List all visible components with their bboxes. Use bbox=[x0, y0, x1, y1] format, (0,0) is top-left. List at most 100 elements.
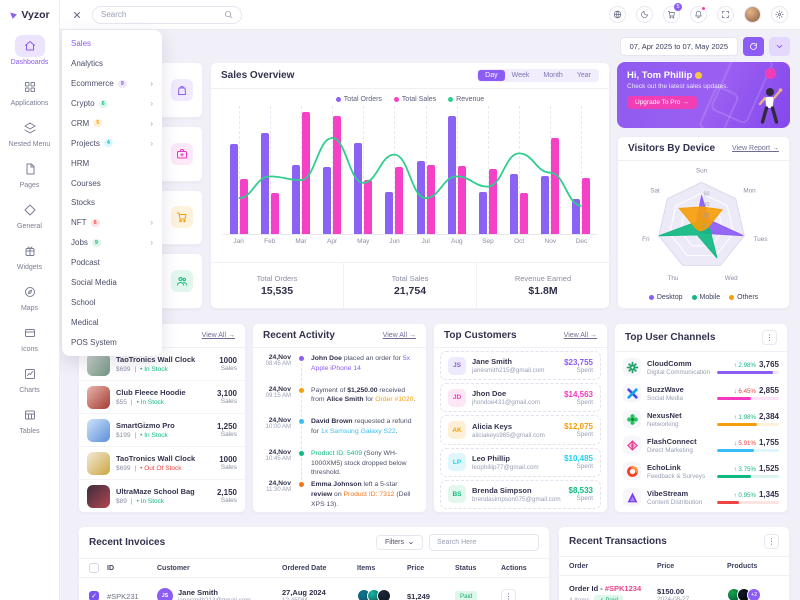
product-price: $55 bbox=[116, 399, 127, 406]
flyout-item-podcast[interactable]: Podcast bbox=[62, 253, 162, 273]
flyout-item-projects[interactable]: Projects 4 › bbox=[62, 133, 162, 153]
menu-close-icon[interactable] bbox=[72, 10, 82, 20]
sidebar-item-pages[interactable]: Pages bbox=[2, 153, 58, 194]
product-row: SmartGizmo Pro $199 | • In Stock 1,250 Sales bbox=[79, 414, 245, 447]
tab-year[interactable]: Year bbox=[570, 70, 598, 81]
search-icon bbox=[224, 10, 233, 19]
visitors-title: Visitors By Device bbox=[628, 143, 716, 154]
vibestream-logo-icon bbox=[623, 488, 641, 506]
select-all-checkbox[interactable] bbox=[89, 563, 99, 573]
flyout-item-crypto[interactable]: Crypto 6 › bbox=[62, 94, 162, 114]
x-tick: Sep bbox=[482, 238, 494, 245]
sidebar-item-icons[interactable]: Icons bbox=[2, 317, 58, 358]
sidebar-item-charts[interactable]: Charts bbox=[2, 358, 58, 399]
bar-total-orders bbox=[229, 144, 238, 234]
x-tick: Jun bbox=[389, 238, 400, 245]
flyout-item-pos-system[interactable]: POS System bbox=[62, 332, 162, 352]
language-globe-button[interactable] bbox=[609, 6, 626, 23]
invoice-col-header: Ordered Date bbox=[282, 564, 327, 572]
product-sales-label: Sales bbox=[220, 365, 237, 372]
map-icon bbox=[24, 286, 36, 298]
sidebar-item-applications[interactable]: Applications bbox=[2, 71, 58, 112]
legend-item: Revenue bbox=[448, 96, 484, 103]
invoice-col-header: ID bbox=[107, 564, 114, 572]
flyout-item-jobs[interactable]: Jobs 9 › bbox=[62, 233, 162, 253]
sidebar-item-maps[interactable]: Maps bbox=[2, 276, 58, 317]
sidebar-item-tables[interactable]: Tables bbox=[2, 399, 58, 440]
fullscreen-button[interactable] bbox=[717, 6, 734, 23]
kebab-menu-button[interactable]: ⋮ bbox=[762, 330, 777, 345]
view-all-link[interactable]: View All → bbox=[201, 332, 235, 339]
invoice-table-body: ✓ #SPK231 JS Jane Smithjanesmith213@gmail.c… bbox=[79, 578, 549, 600]
user-avatar[interactable] bbox=[744, 6, 761, 23]
sales-overview-card: Sales Overview Day Week Month Year Total Or… bbox=[210, 62, 610, 309]
view-report-link[interactable]: View Report → bbox=[732, 145, 779, 152]
view-all-link[interactable]: View All → bbox=[382, 332, 416, 339]
refresh-button[interactable] bbox=[743, 36, 764, 56]
activity-text: John Doe placed an order for 5x Apple iP… bbox=[311, 355, 410, 372]
customer-row: JS Jane Smith janesmith215@gmail.com $23,75… bbox=[440, 351, 601, 381]
flyout-item-medical[interactable]: Medical bbox=[62, 312, 162, 332]
bar-group bbox=[285, 106, 316, 234]
tab-week[interactable]: Week bbox=[505, 70, 537, 81]
main: 07, Apr 2025 to 07, May 2025 Sales Overv… bbox=[60, 30, 800, 600]
brand-name: Vyzor bbox=[21, 9, 50, 21]
flyout-item-analytics[interactable]: Analytics bbox=[62, 54, 162, 74]
flyout-item-sales[interactable]: Sales bbox=[62, 34, 162, 54]
flyout-item-crm[interactable]: CRM 5 › bbox=[62, 114, 162, 134]
transaction-order-id: #SPK1234 bbox=[604, 584, 642, 593]
invoice-col-header: Items bbox=[357, 564, 376, 572]
dark-mode-button[interactable] bbox=[636, 6, 653, 23]
kebab-menu-button[interactable]: ⋮ bbox=[764, 534, 779, 549]
promo-circle bbox=[765, 68, 776, 79]
flyout-item-stocks[interactable]: Stocks bbox=[62, 193, 162, 213]
flyout-item-ecommerce[interactable]: Ecommerce 9 › bbox=[62, 74, 162, 94]
flyout-item-label: Stocks bbox=[71, 198, 96, 208]
notifications-bell-button[interactable] bbox=[690, 6, 707, 23]
search-input[interactable] bbox=[101, 10, 218, 19]
x-tick: Feb bbox=[264, 238, 276, 245]
customer-name: Jane Smith bbox=[472, 357, 513, 367]
invoice-col-header: Customer bbox=[157, 564, 190, 572]
transactions-table-header: Order Price Products bbox=[559, 556, 789, 576]
svg-text:Thu: Thu bbox=[667, 275, 678, 282]
activity-time: 11:30 AM bbox=[266, 487, 291, 494]
flyout-item-nft[interactable]: NFT 6 › bbox=[62, 213, 162, 233]
channel-category: Networking bbox=[647, 420, 679, 428]
sidebar-item-general[interactable]: General bbox=[2, 194, 58, 235]
filters-button[interactable]: Filters bbox=[375, 535, 423, 550]
tab-month[interactable]: Month bbox=[536, 70, 569, 81]
flyout-item-courses[interactable]: Courses bbox=[62, 173, 162, 193]
customer-row: LP Leo Phillip leophillip77@gmail.com $10,4… bbox=[440, 447, 601, 477]
flyout-item-hrm[interactable]: HRM bbox=[62, 153, 162, 173]
search-box[interactable] bbox=[92, 5, 242, 24]
product-price: $699 bbox=[116, 366, 131, 373]
sidebar-item-dashboards[interactable]: Dashboards bbox=[2, 30, 58, 71]
bar-total-orders bbox=[291, 165, 300, 234]
product-sales-label: Sales bbox=[220, 464, 237, 471]
tab-day[interactable]: Day bbox=[478, 70, 505, 81]
row-checkbox[interactable]: ✓ bbox=[89, 591, 99, 600]
date-range-picker[interactable]: 07, Apr 2025 to 07, May 2025 bbox=[619, 36, 738, 56]
svg-text:Sat: Sat bbox=[650, 187, 660, 194]
invoice-search-input[interactable] bbox=[429, 534, 539, 551]
brand-logo[interactable]: Vyzor bbox=[9, 0, 50, 30]
sidebar-item-widgets[interactable]: Widgets bbox=[2, 235, 58, 276]
view-all-link[interactable]: View All → bbox=[563, 332, 597, 339]
toolbar-row: 07, Apr 2025 to 07, May 2025 bbox=[78, 36, 790, 56]
flyout-item-social-media[interactable]: Social Media bbox=[62, 273, 162, 293]
cart-badge: 5 bbox=[674, 3, 682, 11]
bar-group bbox=[410, 106, 441, 234]
home-icon bbox=[24, 40, 36, 52]
filter-dropdown-button[interactable] bbox=[769, 36, 790, 56]
upgrade-button[interactable]: Upgrade To Pro → bbox=[627, 96, 697, 109]
invoice-actions-button[interactable]: ⋮ bbox=[501, 588, 516, 600]
flyout-item-school[interactable]: School bbox=[62, 292, 162, 312]
activity-time: 10:45 AM bbox=[265, 455, 291, 462]
activity-date: 24,Nov bbox=[268, 480, 291, 488]
sidebar-item-nested-menu[interactable]: Nested Menu bbox=[2, 112, 58, 153]
cart-button[interactable]: 5 bbox=[663, 3, 682, 23]
row-bottom: Recent Invoices Filters ID Customer Ordere… bbox=[78, 526, 790, 600]
settings-gear-button[interactable] bbox=[771, 6, 788, 23]
product-sales-label: Sales bbox=[220, 398, 237, 405]
